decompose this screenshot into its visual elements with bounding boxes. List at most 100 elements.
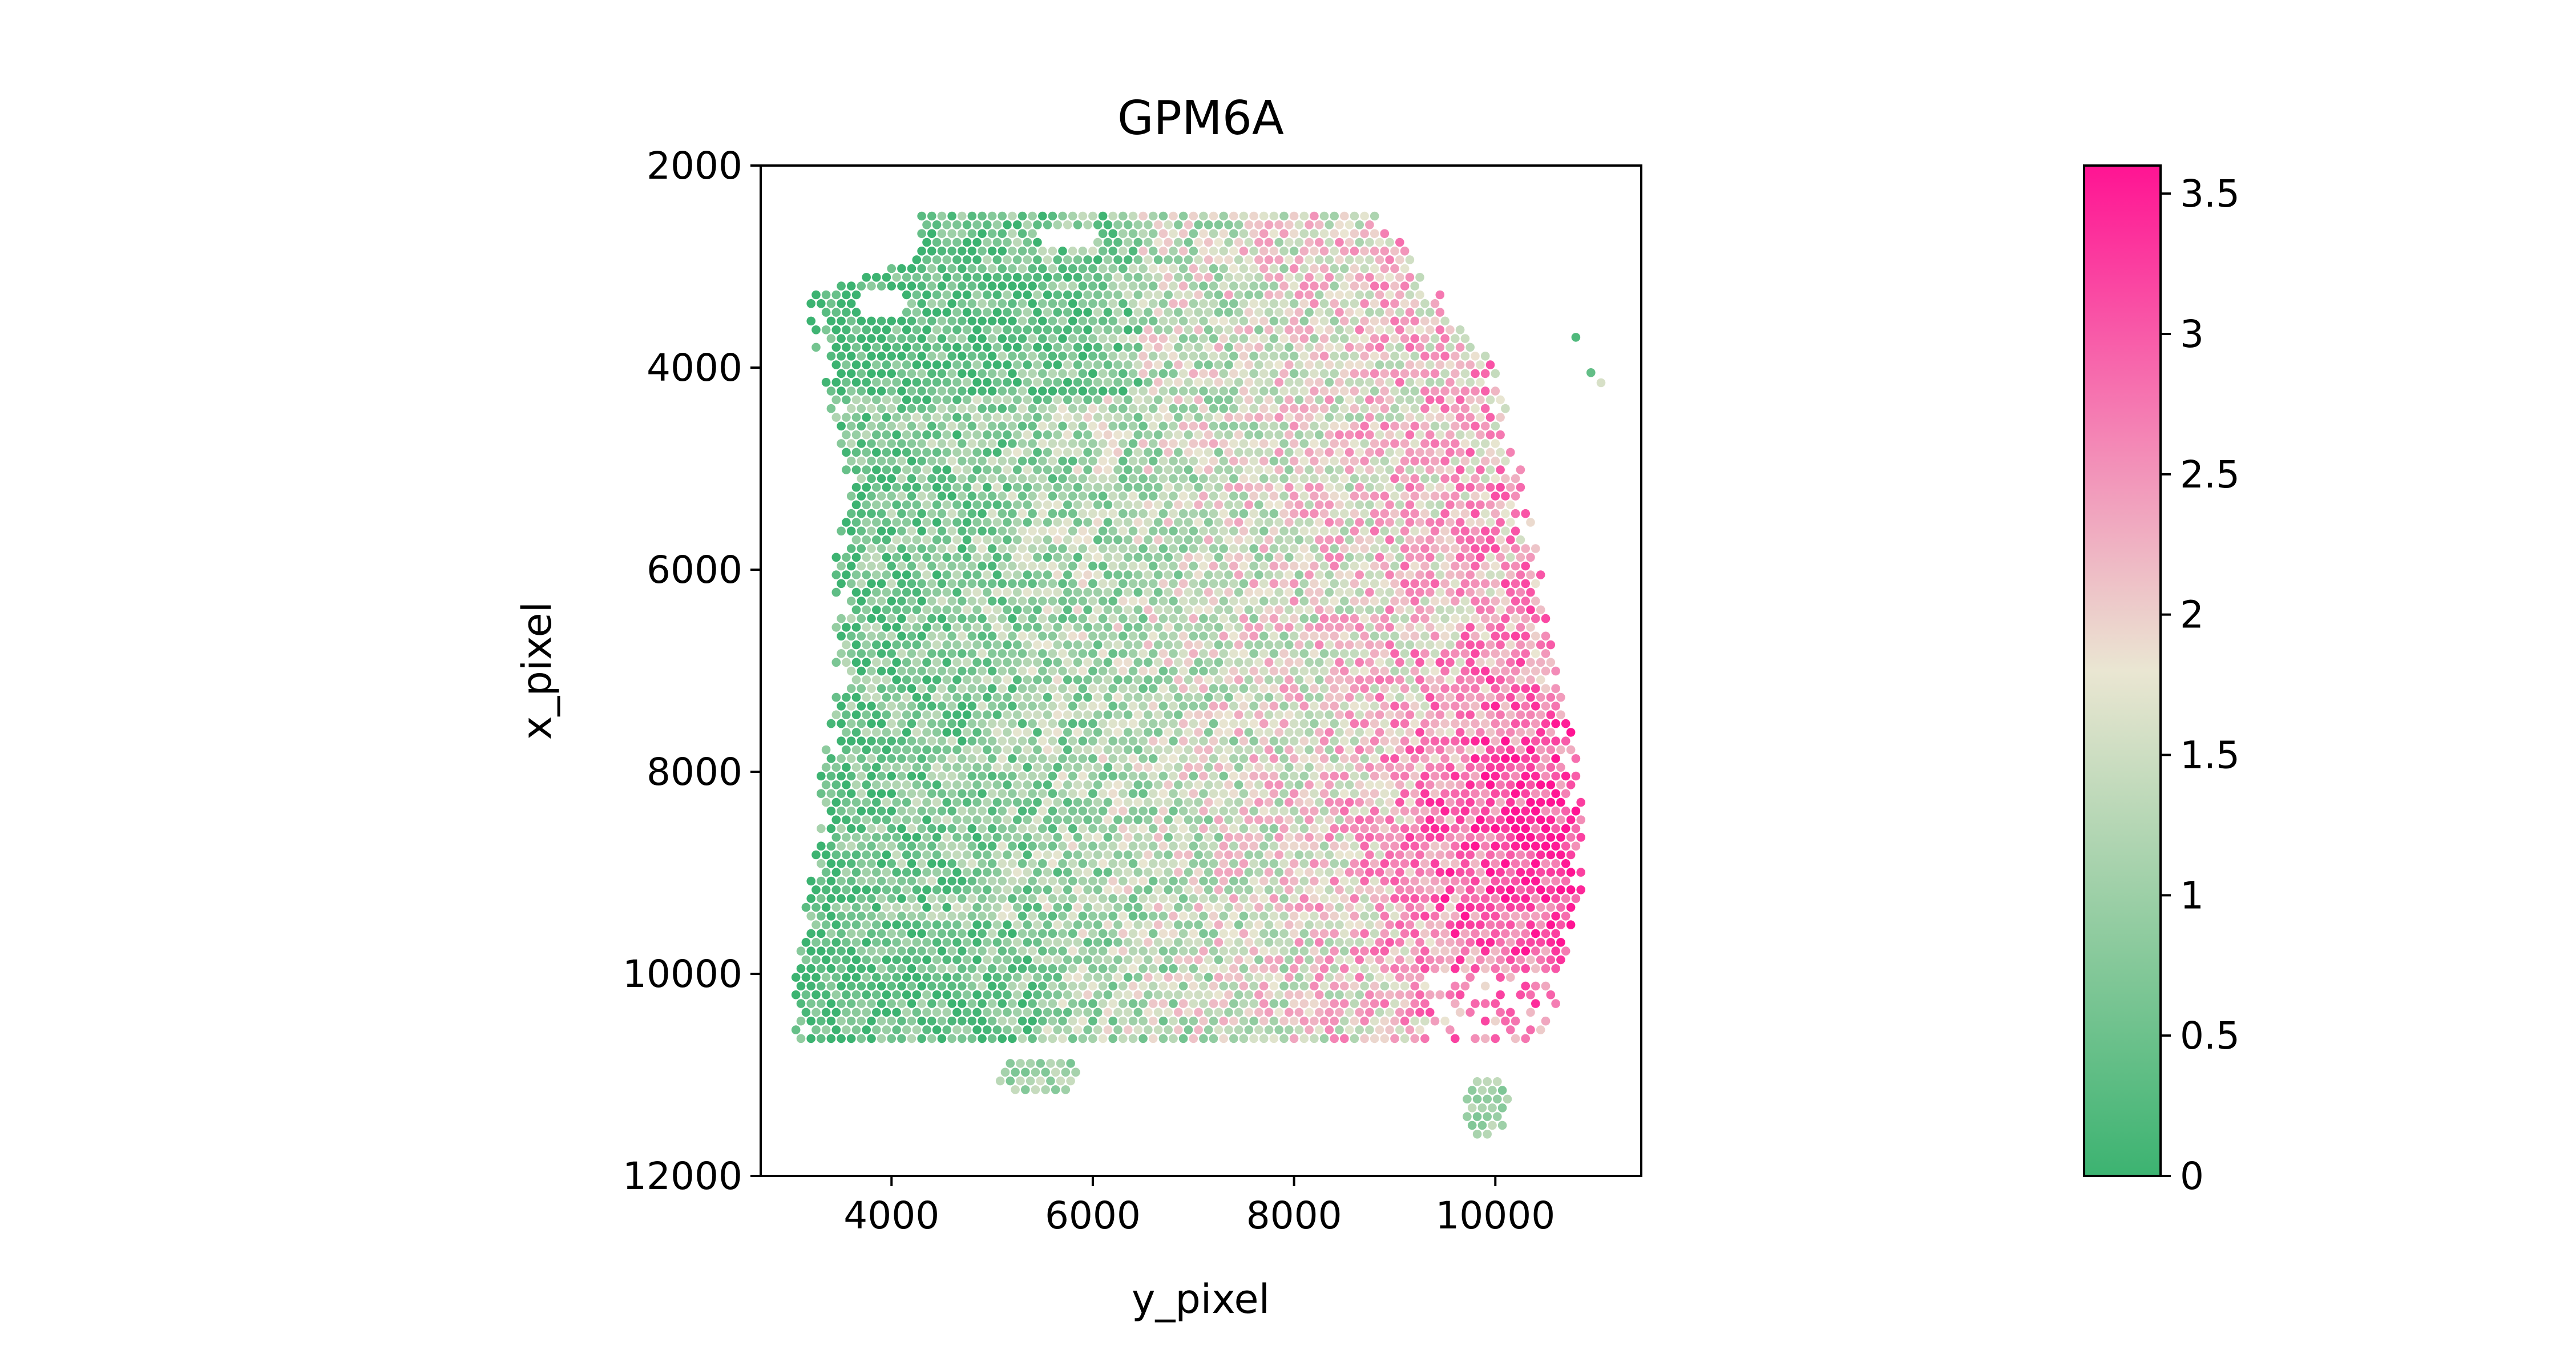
scatter-point <box>1138 614 1148 623</box>
scatter-point <box>1138 264 1148 273</box>
scatter-point <box>1033 308 1042 317</box>
scatter-point <box>1063 500 1072 510</box>
scatter-point <box>1279 404 1289 413</box>
scatter-point <box>1350 404 1359 413</box>
scatter-point <box>917 334 926 343</box>
scatter-point <box>1199 807 1208 816</box>
scatter-point <box>1068 597 1077 606</box>
scatter-point <box>907 807 916 816</box>
scatter-point <box>1385 710 1394 719</box>
scatter-point <box>1093 710 1103 719</box>
scatter-point <box>851 360 861 369</box>
scatter-point <box>927 281 936 291</box>
scatter-point <box>1350 456 1359 466</box>
scatter-point <box>1455 675 1465 684</box>
scatter-point <box>1410 807 1419 816</box>
scatter-point <box>927 841 936 851</box>
scatter-point <box>1229 666 1238 676</box>
scatter-point <box>1531 666 1540 676</box>
scatter-point <box>851 482 861 492</box>
scatter-point <box>1178 474 1188 483</box>
scatter-point <box>1294 395 1304 405</box>
scatter-point <box>1098 421 1108 431</box>
scatter-point <box>1385 308 1394 317</box>
scatter-point <box>1058 474 1067 483</box>
scatter-point <box>1435 587 1445 597</box>
scatter-point <box>1465 377 1475 387</box>
scatter-point <box>1174 448 1183 457</box>
scatter-point <box>1451 754 1460 763</box>
scatter-point <box>1078 491 1088 501</box>
scatter-point <box>1310 771 1319 781</box>
scatter-point <box>1310 859 1319 868</box>
scatter-point <box>1078 684 1088 693</box>
scatter-point <box>1299 771 1309 781</box>
scatter-point <box>922 308 931 317</box>
scatter-point <box>1310 264 1319 273</box>
scatter-point <box>1224 623 1233 632</box>
scatter-point <box>1294 797 1304 807</box>
scatter-point <box>1476 728 1485 737</box>
scatter-point <box>1204 675 1213 684</box>
scatter-point <box>1144 342 1153 352</box>
scatter-point <box>917 509 926 518</box>
scatter-point <box>1113 535 1123 545</box>
scatter-point <box>907 649 916 658</box>
scatter-point <box>1360 771 1369 781</box>
scatter-point <box>972 570 982 579</box>
scatter-point <box>1189 771 1198 781</box>
scatter-point <box>1184 325 1193 335</box>
scatter-point <box>1285 553 1294 562</box>
scatter-point <box>1285 763 1294 772</box>
scatter-point <box>1219 456 1228 466</box>
scatter-point <box>1285 710 1294 719</box>
scatter-point <box>1088 386 1097 396</box>
scatter-point <box>947 211 956 221</box>
scatter-point <box>1164 623 1173 632</box>
scatter-point <box>1531 841 1540 851</box>
scatter-point <box>842 815 851 824</box>
scatter-point <box>857 316 866 326</box>
scatter-point <box>877 631 886 641</box>
scatter-point <box>1385 482 1394 492</box>
scatter-point <box>1038 404 1047 413</box>
scatter-point <box>1330 456 1339 466</box>
scatter-point <box>872 850 881 860</box>
scatter-point <box>1335 833 1344 842</box>
scatter-point <box>1244 692 1254 702</box>
scatter-point <box>1169 597 1178 606</box>
scatter-point <box>846 526 856 536</box>
scatter-point <box>1058 491 1067 501</box>
scatter-point <box>1390 456 1399 466</box>
scatter-point <box>1314 518 1324 527</box>
scatter-point <box>1093 797 1103 807</box>
scatter-point <box>942 797 951 807</box>
scatter-point <box>1003 377 1012 387</box>
scatter-point <box>1536 797 1545 807</box>
scatter-point <box>1108 754 1117 763</box>
scatter-point <box>1153 448 1163 457</box>
scatter-point <box>1164 658 1173 667</box>
scatter-point <box>1048 211 1057 221</box>
scatter-point <box>1158 614 1168 623</box>
scatter-point <box>1239 824 1249 833</box>
scatter-point <box>1249 666 1258 676</box>
scatter-point <box>1214 623 1224 632</box>
scatter-point <box>1269 702 1279 711</box>
scatter-point <box>1501 579 1510 589</box>
scatter-point <box>1144 273 1153 282</box>
scatter-point <box>1285 395 1294 405</box>
scatter-point <box>1234 273 1243 282</box>
scatter-point <box>1048 579 1057 589</box>
scatter-point <box>877 579 886 589</box>
scatter-point <box>1460 352 1470 361</box>
scatter-point <box>932 237 942 247</box>
scatter-point <box>1098 404 1108 413</box>
scatter-point <box>1335 273 1344 282</box>
scatter-point <box>1108 544 1117 553</box>
scatter-point <box>1501 684 1510 693</box>
scatter-point <box>1259 579 1269 589</box>
scatter-point <box>902 797 911 807</box>
scatter-point <box>967 754 977 763</box>
scatter-point <box>987 509 997 518</box>
